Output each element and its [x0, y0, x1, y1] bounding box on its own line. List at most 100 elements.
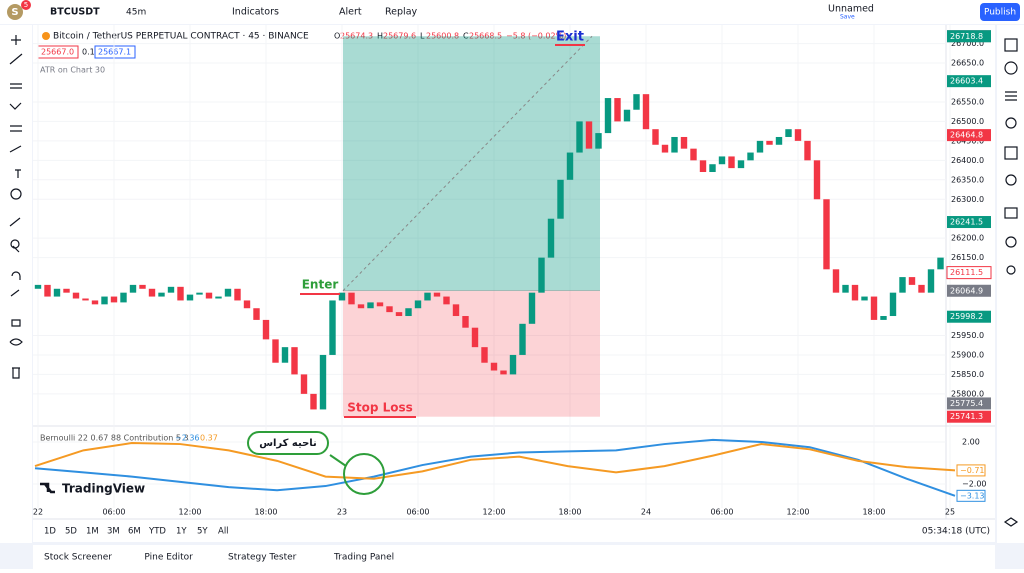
- candle: [642, 94, 650, 130]
- layout-status: Save: [840, 14, 855, 21]
- candle: [785, 129, 792, 137]
- panel-tab[interactable]: Strategy Tester: [228, 553, 297, 563]
- candle: [680, 136, 688, 149]
- buy-box[interactable]: [94, 45, 136, 59]
- avatar-letter: S: [11, 7, 18, 18]
- candle: [376, 302, 384, 307]
- range-button[interactable]: 5Y: [197, 527, 208, 537]
- osc-line: [34, 442, 956, 480]
- avatar[interactable]: [7, 4, 23, 20]
- panel-tab[interactable]: Stock Screener: [44, 553, 112, 563]
- candle: [110, 296, 118, 303]
- candle: [82, 298, 89, 301]
- candle: [158, 292, 165, 297]
- x-tick-label: 25: [945, 508, 955, 517]
- y-tick-label: 25900.0: [951, 350, 984, 359]
- candle: [262, 319, 270, 340]
- publish-button[interactable]: Publish: [984, 8, 1016, 18]
- ohlc-key: L: [420, 32, 425, 41]
- candle: [433, 292, 441, 297]
- y-tick-label: 26700.0: [951, 39, 984, 48]
- range-button[interactable]: YTD: [148, 527, 166, 537]
- left-toolbar: [0, 25, 32, 543]
- bottom-panel: [33, 545, 995, 569]
- range-button[interactable]: 5D: [65, 527, 77, 537]
- range-button[interactable]: 1Y: [176, 527, 187, 537]
- range-button[interactable]: 1D: [44, 527, 56, 537]
- cross-circle: [343, 453, 385, 495]
- y-tick-label: 26500.0: [951, 117, 984, 126]
- interval[interactable]: 45m: [126, 8, 146, 18]
- price-tag-label: 26718.8: [950, 32, 983, 41]
- right-tools[interactable]: [1003, 38, 1019, 527]
- panel-tab[interactable]: Trading Panel: [333, 553, 394, 563]
- candle: [120, 292, 127, 303]
- indicators-button[interactable]: Indicators: [232, 7, 279, 18]
- x-tick-label: 12:00: [482, 508, 505, 517]
- range-button[interactable]: 6M: [128, 527, 141, 537]
- candle: [462, 316, 469, 328]
- enter-label: Enter: [302, 278, 339, 292]
- candle: [908, 277, 916, 285]
- candle: [927, 269, 935, 293]
- price-tag: [947, 30, 991, 43]
- osc-tag: [956, 489, 986, 502]
- candle: [490, 362, 498, 371]
- candle: [91, 300, 99, 305]
- note-text: ناحیه کراس: [259, 438, 317, 449]
- sell-price: 25667.0: [41, 48, 74, 57]
- candle: [224, 288, 232, 297]
- badge: [21, 0, 31, 10]
- osc-tick-label: 2.00: [962, 437, 980, 446]
- price-tag-label: 26464.8: [950, 131, 983, 140]
- watermark: TradingView: [62, 482, 145, 496]
- candle: [319, 354, 327, 410]
- osc-value-1: −2.36: [175, 434, 200, 443]
- candle: [842, 284, 849, 293]
- range-button[interactable]: All: [218, 527, 229, 537]
- candle: [243, 300, 251, 309]
- osc-tag: [956, 464, 986, 477]
- candle: [44, 284, 51, 297]
- candle: [34, 284, 42, 289]
- note-bubble: [247, 431, 329, 455]
- candle: [728, 156, 735, 169]
- candle: [129, 284, 137, 293]
- x-tick-label: 12:00: [178, 508, 201, 517]
- alert-button[interactable]: Alert: [339, 7, 362, 18]
- range-button[interactable]: 3M: [107, 527, 120, 537]
- candle: [509, 354, 517, 375]
- price-tag-label: 25775.4: [950, 399, 983, 408]
- candle: [661, 144, 669, 153]
- price-tag-label: 26603.4: [950, 77, 983, 86]
- x-tick-label: 06:00: [102, 508, 125, 517]
- layout-name[interactable]: Unnamed: [828, 4, 874, 15]
- candle: [424, 292, 431, 301]
- candle: [566, 152, 574, 180]
- publish-button-bg[interactable]: [980, 3, 1020, 21]
- x-tick-label: 18:00: [862, 508, 885, 517]
- candle: [395, 312, 403, 317]
- ohlc-key: C: [463, 32, 469, 41]
- price-tag-label: 26241.5: [950, 218, 983, 227]
- range-button[interactable]: 1M: [86, 527, 99, 537]
- replay-button[interactable]: Replay: [385, 7, 418, 18]
- badge-count: 5: [24, 1, 28, 9]
- panel-tab[interactable]: Pine Editor: [144, 553, 193, 563]
- candle: [528, 292, 536, 324]
- top-bar: [0, 0, 1024, 24]
- candle: [281, 347, 289, 363]
- osc-tick-label: −2.00: [962, 479, 987, 488]
- candle: [329, 300, 336, 355]
- x-tick-label: 06:00: [406, 508, 429, 517]
- candle: [937, 257, 944, 270]
- price-tag: [947, 284, 991, 297]
- osc-tag-label: −0.71: [960, 466, 985, 475]
- candle: [386, 306, 393, 313]
- candle: [338, 292, 346, 301]
- candle: [253, 308, 260, 320]
- candle: [452, 304, 460, 317]
- drawing-tools[interactable]: [9, 35, 23, 379]
- symbol[interactable]: BTCUSDT: [50, 7, 100, 18]
- ohlc-value: 25600.8: [426, 32, 459, 41]
